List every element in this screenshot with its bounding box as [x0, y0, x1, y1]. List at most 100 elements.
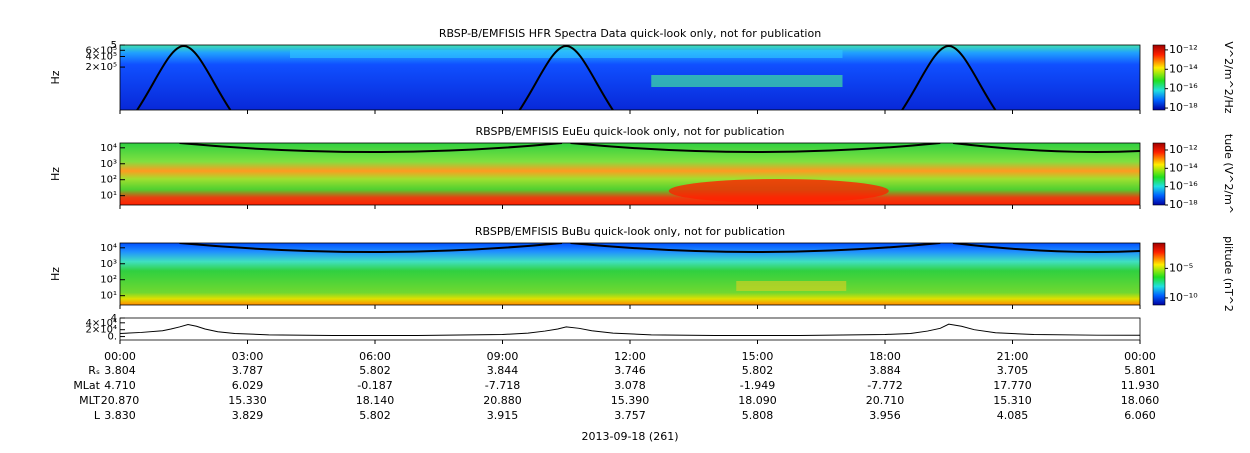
- colorbar-tick-label: 10⁻¹⁴: [1169, 161, 1198, 174]
- x-tick-label: 12:00: [614, 350, 646, 363]
- ephemeris-value: 18.090: [738, 394, 777, 407]
- ephemeris-value: 3.829: [232, 409, 264, 422]
- y-tick-label: 4×10⁵: [86, 52, 117, 63]
- y-tick-label: 10³: [100, 159, 117, 170]
- ephemeris-value: 3.844: [487, 364, 519, 377]
- y-tick-label: 6×10⁵: [86, 45, 117, 56]
- y-axis-label: Hz: [49, 70, 62, 84]
- y-tick-label: 4: [111, 313, 117, 324]
- ephemeris-value: -7.718: [485, 379, 520, 392]
- ephemeris-value: 3.746: [614, 364, 646, 377]
- y-tick-label: 10³: [100, 259, 117, 270]
- ephemeris-value: 6.060: [1124, 409, 1156, 422]
- curve: [135, 45, 997, 110]
- y-tick-label: 4×10⁴: [86, 318, 117, 329]
- ephemeris-value: 3.830: [104, 409, 136, 422]
- y-tick-label: 5: [111, 40, 117, 51]
- colorbar-tick-label: 10⁻¹⁶: [1169, 180, 1198, 193]
- curve: [179, 143, 1140, 153]
- panel-title: RBSP-B/EMFISIS HFR Spectra Data quick-lo…: [439, 27, 821, 40]
- ephemeris-value: 3.078: [614, 379, 646, 392]
- panel-title: RBSPB/EMFISIS EuEu quick-look only, not …: [475, 125, 784, 138]
- row-label: L: [94, 409, 101, 422]
- spectrogram: [120, 143, 1140, 205]
- ephemeris-value: 15.390: [611, 394, 650, 407]
- y-tick-label: 2×10⁵: [86, 62, 117, 73]
- ephemeris-value: 20.870: [101, 394, 140, 407]
- y-tick-label: 2×10⁴: [86, 325, 117, 336]
- y-axis-label: Hz: [49, 267, 62, 281]
- colorbar-tick-label: 10⁻¹⁶: [1169, 82, 1198, 95]
- ephemeris-value: 18.140: [356, 394, 395, 407]
- y-axis-label: Hz: [49, 167, 62, 181]
- spectrogram-bg: [120, 143, 1140, 205]
- x-tick-label: 06:00: [359, 350, 391, 363]
- ephemeris-value: 15.330: [228, 394, 267, 407]
- colorbar-tick-label: 10⁻¹²: [1169, 143, 1198, 156]
- x-tick-label: 15:00: [742, 350, 774, 363]
- colorbar-tick-label: 10⁻¹⁸: [1169, 101, 1198, 114]
- ephemeris-value: 4.085: [997, 409, 1029, 422]
- x-tick-label: 03:00: [232, 350, 264, 363]
- colorbar-tick-label: 10⁻¹⁸: [1169, 198, 1198, 211]
- row-label: MLat: [73, 379, 100, 392]
- ephemeris-value: 20.710: [866, 394, 905, 407]
- curve: [179, 243, 1140, 253]
- ephemeris-value: 11.930: [1121, 379, 1160, 392]
- ephemeris-value: 20.880: [483, 394, 522, 407]
- colorbar-tick-label: 10⁻¹²: [1169, 43, 1198, 56]
- ephemeris-value: 3.804: [104, 364, 136, 377]
- colorbar: [1152, 242, 1166, 306]
- ephemeris-value: 3.884: [869, 364, 901, 377]
- colorbar-tick-label: 10⁻¹⁰: [1169, 291, 1198, 304]
- x-tick-label: 21:00: [997, 350, 1029, 363]
- row-label: Rₛ: [88, 364, 100, 377]
- spectrogram: [120, 243, 1140, 305]
- ephemeris-value: 5.802: [359, 409, 391, 422]
- band: [651, 75, 843, 87]
- frame: [119, 317, 1141, 341]
- ephemeris-value: 3.757: [614, 409, 646, 422]
- ephemeris-value: 17.770: [993, 379, 1032, 392]
- ephemeris-value: 5.808: [742, 409, 774, 422]
- ephemeris-value: -0.187: [357, 379, 392, 392]
- ephemeris-value: 3.956: [869, 409, 901, 422]
- spectrogram: [120, 45, 1140, 110]
- y-tick-label: 10²: [100, 275, 117, 286]
- band: [290, 50, 843, 58]
- ephemeris-value: 4.710: [104, 379, 136, 392]
- ephemeris-value: 5.801: [1124, 364, 1156, 377]
- x-tick-label: 18:00: [869, 350, 901, 363]
- colorbar-label: tude (V^2/m^: [1222, 134, 1235, 214]
- colorbar-tick-label: 10⁻¹⁴: [1169, 62, 1198, 75]
- ephemeris-value: 6.029: [232, 379, 264, 392]
- ephemeris-value: 5.802: [359, 364, 391, 377]
- y-tick-label: 10¹: [100, 291, 117, 302]
- x-tick-label: 00:00: [104, 350, 136, 363]
- y-tick-label: 10⁴: [100, 143, 117, 154]
- ephemeris-value: -7.772: [867, 379, 902, 392]
- colorbar-label: V^2/m^2/Hz: [1222, 41, 1235, 113]
- ephemeris-value: 18.060: [1121, 394, 1160, 407]
- row-label: MLT: [79, 394, 100, 407]
- ephemeris-value: 5.802: [742, 364, 774, 377]
- colorbar: [1152, 44, 1166, 111]
- panel-title: RBSPB/EMFISIS BuBu quick-look only, not …: [475, 225, 785, 238]
- date-label: 2013-09-18 (261): [581, 430, 678, 443]
- colorbar-label: plitude (nT^2: [1222, 236, 1235, 312]
- blob: [668, 179, 889, 203]
- colorbar: [1152, 142, 1166, 206]
- band: [736, 281, 847, 291]
- ephemeris-value: -1.949: [740, 379, 775, 392]
- ephemeris-value: 3.705: [997, 364, 1029, 377]
- y-tick-label: 10⁴: [100, 243, 117, 254]
- y-tick-label: 10²: [100, 175, 117, 186]
- x-tick-label: 00:00: [1124, 350, 1156, 363]
- spectrogram-bg: [120, 243, 1140, 305]
- colorbar-tick-label: 10⁻⁵: [1169, 261, 1193, 274]
- ephemeris-value: 3.787: [232, 364, 264, 377]
- y-tick-label: 0.: [107, 332, 117, 343]
- ephemeris-value: 3.915: [487, 409, 519, 422]
- x-tick-label: 09:00: [487, 350, 519, 363]
